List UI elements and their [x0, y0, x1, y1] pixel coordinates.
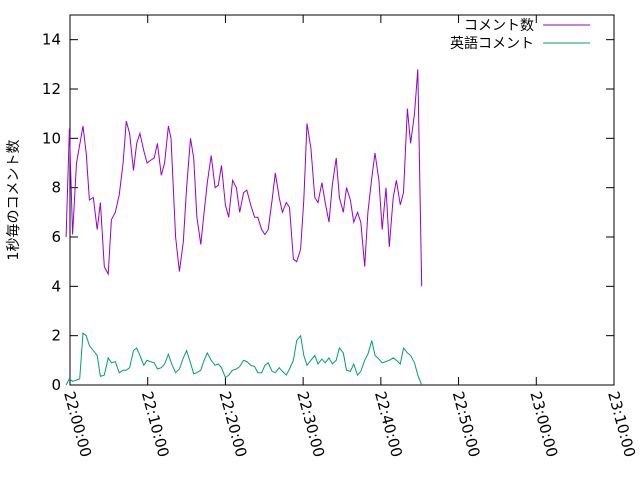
- y-tick-label: 14: [42, 31, 61, 49]
- legend-label-1: コメント数: [464, 18, 534, 34]
- y-tick-label: 8: [51, 179, 61, 197]
- y-tick-label: 10: [42, 129, 61, 147]
- plot-border: [69, 14, 615, 386]
- y-tick-label: 4: [51, 277, 61, 295]
- y-tick-label: 2: [51, 327, 61, 345]
- y-axis-label: 1秒毎のコメント数: [6, 140, 22, 261]
- legend-label-2: 英語コメント: [450, 35, 534, 52]
- series-line-1: [65, 69, 423, 287]
- y-tick-label: 12: [42, 80, 61, 98]
- series-lines: [65, 69, 423, 386]
- series-line-2: [65, 332, 423, 386]
- y-tick-label: 0: [51, 376, 61, 394]
- y-tick-label: 6: [51, 228, 61, 246]
